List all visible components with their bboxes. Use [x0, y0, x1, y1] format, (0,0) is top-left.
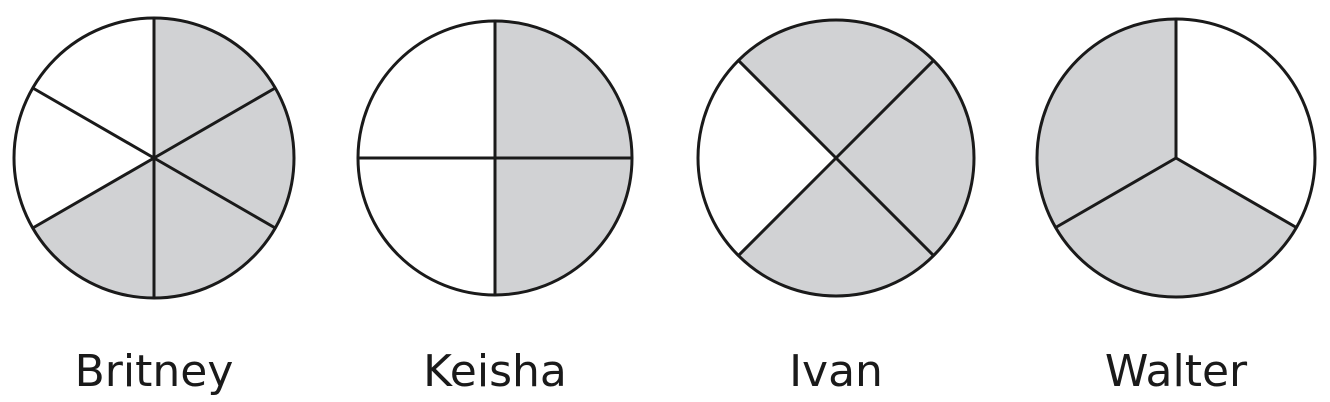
pie-britney-divider-5	[32, 156, 155, 230]
label-keisha: Keisha	[423, 346, 567, 397]
pie-britney-divider-6	[32, 86, 155, 160]
label-ivan: Ivan	[789, 346, 883, 397]
pie-walter-outline	[1035, 17, 1317, 299]
pie-ivan-divider-2	[834, 156, 935, 257]
pie-walter-section-3-shaded	[1036, 19, 1176, 228]
pie-britney-section-2-shaded	[154, 88, 294, 228]
pie-keisha	[356, 19, 634, 297]
pie-ivan-section-3-unshaded	[698, 60, 836, 256]
pie-ivan-divider-1	[834, 59, 935, 160]
pie-britney-section-5-unshaded	[14, 88, 154, 228]
labels-layer: Britney Keisha Ivan Walter	[75, 346, 1248, 397]
pie-ivan	[696, 18, 976, 298]
pies-layer	[12, 16, 1317, 300]
pie-keisha-section-1-shaded	[495, 21, 632, 158]
label-britney: Britney	[75, 346, 234, 397]
pie-keisha-outline	[356, 19, 634, 297]
pie-britney-divider-2	[153, 86, 276, 160]
pie-ivan-section-4-shaded	[738, 20, 934, 158]
pie-ivan-divider-3	[737, 156, 838, 257]
pie-ivan-section-2-shaded	[738, 158, 934, 296]
pie-keisha-section-2-shaded	[495, 158, 632, 295]
pie-britney	[12, 16, 296, 300]
pie-walter	[1035, 17, 1317, 299]
pie-walter-divider-2	[1175, 156, 1298, 229]
pie-ivan-outline	[696, 18, 976, 298]
pie-ivan-section-1-shaded	[836, 60, 974, 256]
pie-ivan-divider-4	[737, 59, 838, 160]
pie-walter-divider-3	[1054, 156, 1177, 229]
pie-walter-section-1-unshaded	[1176, 19, 1316, 228]
pie-keisha-section-3-unshaded	[358, 158, 495, 295]
pie-britney-divider-3	[153, 156, 276, 230]
pie-keisha-section-4-unshaded	[358, 21, 495, 158]
pie-britney-outline	[12, 16, 296, 300]
label-walter: Walter	[1105, 346, 1248, 397]
